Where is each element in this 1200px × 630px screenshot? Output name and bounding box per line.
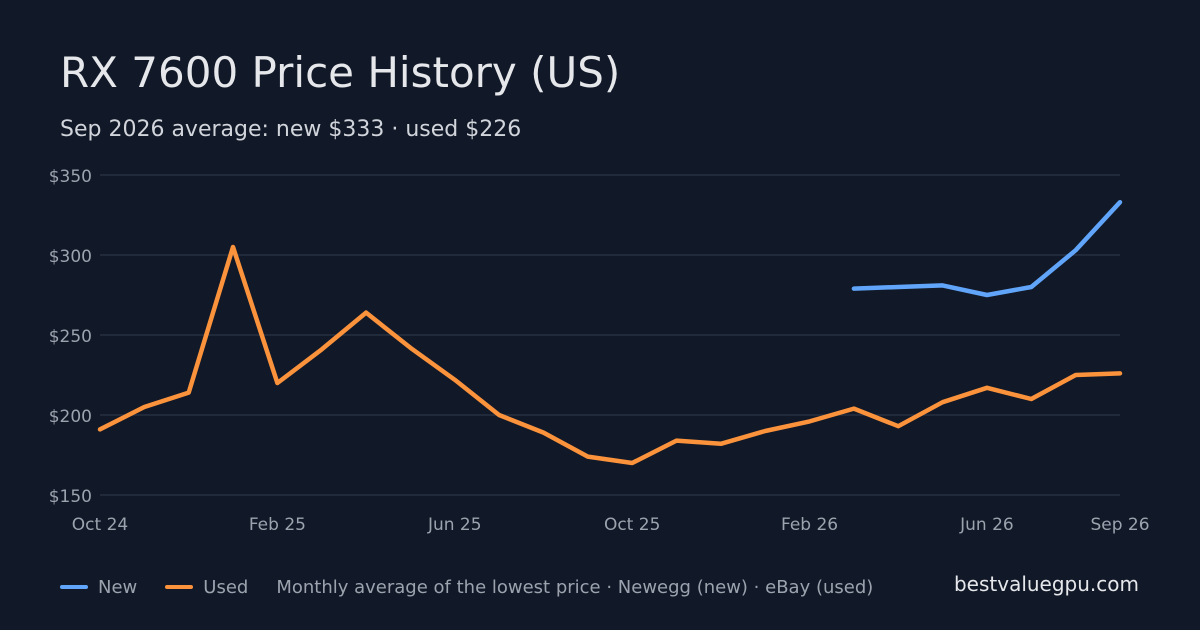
y-tick-label: $150 — [49, 487, 92, 507]
legend-item-new: New — [60, 577, 137, 598]
chart-grid — [100, 174, 1120, 496]
legend-swatch-used — [165, 585, 194, 589]
x-tick-label: Oct 24 — [72, 515, 128, 535]
series-line-used — [97, 244, 1123, 466]
series-line-new — [851, 199, 1123, 298]
x-tick-label: Jun 26 — [959, 515, 1014, 535]
x-tick-label: Sep 26 — [1090, 515, 1149, 535]
x-axis-labels: Oct 24 Feb 25 Jun 25 Oct 25 Feb 26 Jun 26 Sep … — [72, 515, 1150, 535]
legend-label-used: Used — [203, 576, 249, 598]
source-note: Monthly average of the lowest price · Ne… — [276, 576, 874, 598]
y-tick-label: $200 — [49, 407, 92, 427]
y-tick-label: $300 — [49, 247, 92, 267]
y-tick-label: $350 — [49, 167, 92, 187]
chart-subtitle: Sep 2026 average: new $333 · used $226 — [60, 117, 522, 142]
x-tick-label: Feb 25 — [249, 515, 306, 535]
chart-series — [97, 199, 1123, 466]
y-axis-labels: $150 $200 $250 $300 $350 — [49, 167, 92, 507]
legend-item-used: Used — [165, 577, 248, 598]
x-tick-label: Feb 26 — [781, 515, 838, 535]
chart-footer: New Used Monthly average of the lowest p… — [60, 574, 873, 600]
x-tick-label: Oct 25 — [604, 515, 660, 535]
y-tick-label: $250 — [49, 327, 92, 347]
legend-swatch-new — [60, 585, 88, 589]
chart-title: RX 7600 Price History (US) — [60, 48, 621, 97]
x-tick-label: Jun 25 — [427, 515, 482, 535]
brand-link[interactable]: bestvaluegpu.com — [953, 572, 1139, 596]
legend-label-new: New — [98, 576, 138, 598]
